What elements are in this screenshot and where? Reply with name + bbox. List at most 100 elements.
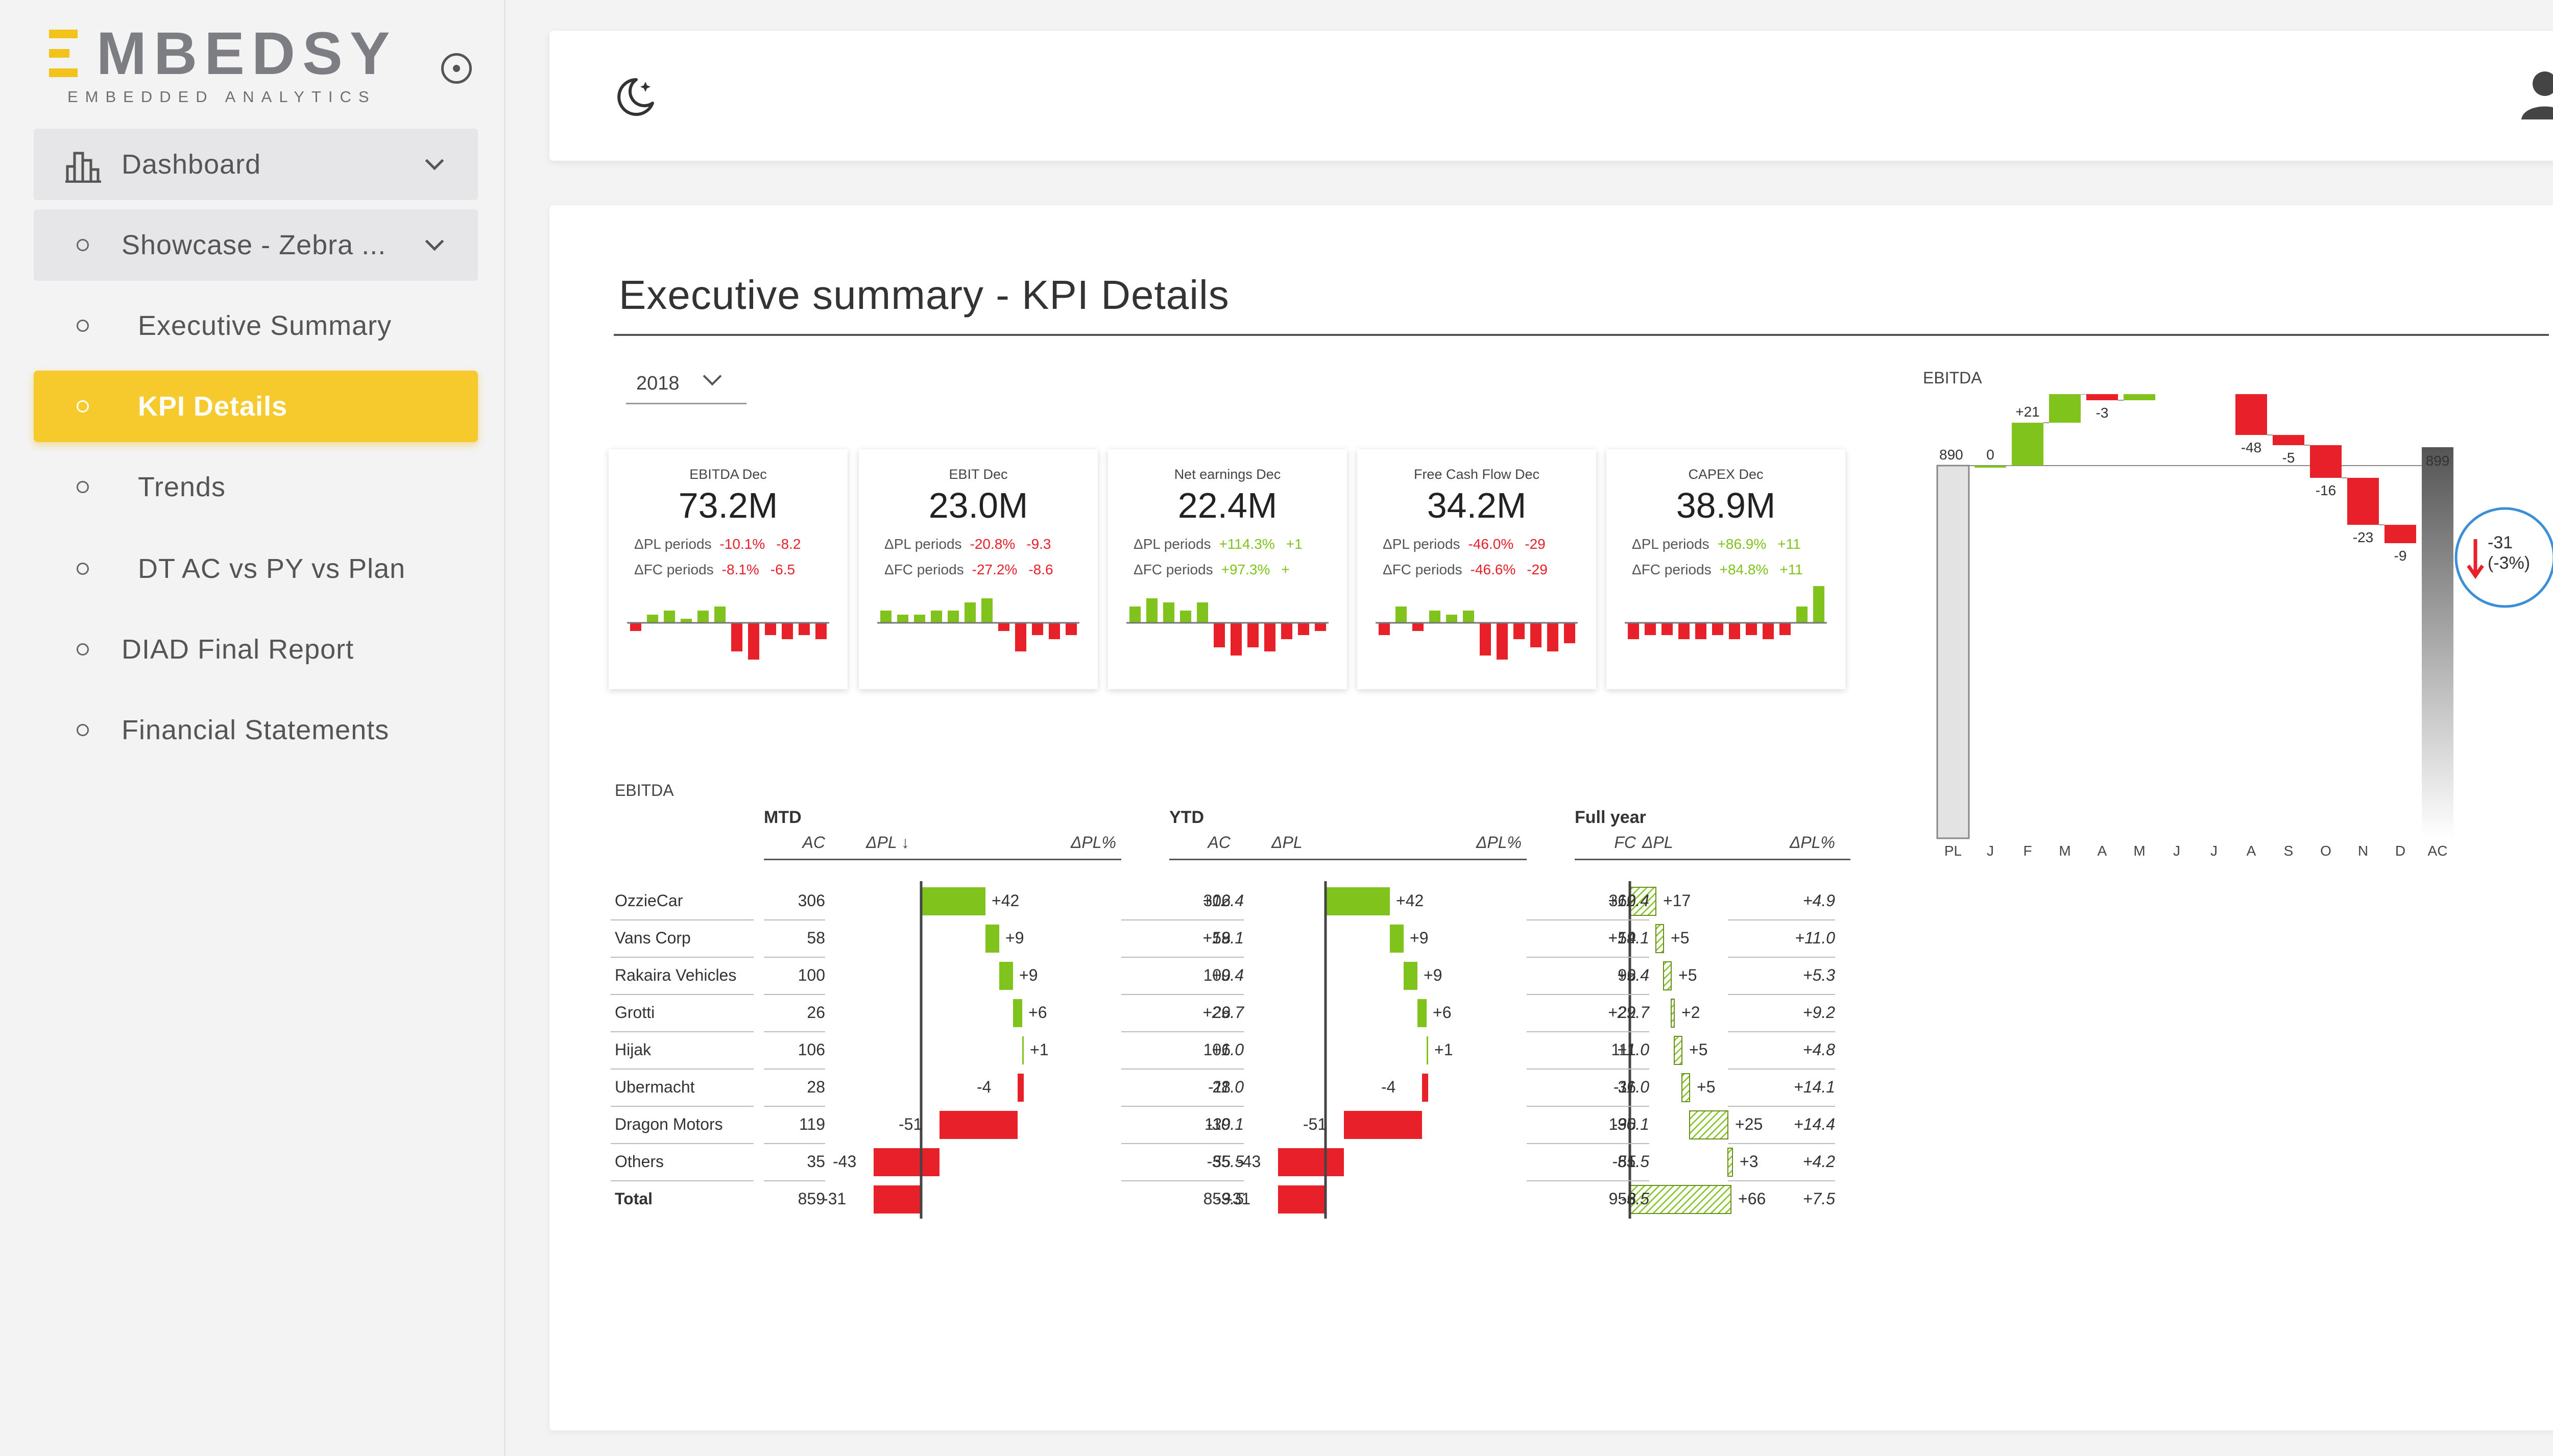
waterfall-axis-label: F [2023, 843, 2032, 859]
sidebar-item-trends[interactable]: Trends [34, 451, 478, 523]
ebitda-waterfall-title: EBITDA [1923, 369, 1982, 387]
mtd-delta-label: -43 [833, 1152, 857, 1171]
table-row-label: Vans Corp [615, 929, 691, 947]
fy-delta-label: +2 [1681, 1003, 1700, 1022]
kpi-sparkbar-chart [1126, 598, 1329, 656]
kpi-bar [948, 611, 959, 623]
row-rule [1169, 957, 1231, 958]
row-rule [1575, 1069, 1636, 1070]
row-rule [1728, 1106, 1835, 1107]
fy-delta-label: +66 [1738, 1190, 1766, 1208]
variance-bar [1022, 1036, 1024, 1064]
kpi-card[interactable]: EBITDA Dec 73.2M ΔPL periods -10.1% -8.2 ΔFC … [609, 449, 848, 689]
kpi-value: 73.2M [678, 486, 778, 525]
waterfall-bar [2273, 435, 2304, 445]
waterfall-bar [2124, 394, 2155, 400]
waterfall-axis-label: M [2133, 843, 2145, 859]
waterfall-axis-label: M [2059, 843, 2070, 859]
mtd-pct-cell: -3.5 [1215, 1190, 1244, 1208]
waterfall-axis-label: D [2395, 843, 2405, 859]
variance-annotation-circle [2454, 507, 2553, 608]
fy-fc-cell: 96 [1618, 966, 1636, 984]
row-rule [1575, 957, 1636, 958]
kpi-bar [782, 623, 793, 639]
waterfall-axis-label: N [2358, 843, 2368, 859]
waterfall-delta-label: -48 [2241, 440, 2261, 455]
sidebar-item-dashboard[interactable]: Dashboard [34, 129, 478, 200]
waterfall-delta-label: -23 [2353, 529, 2373, 545]
kpi-bar [1763, 623, 1774, 639]
kpi-bar [697, 611, 709, 623]
variance-bar [940, 1111, 1018, 1139]
kpi-card[interactable]: EBIT Dec 23.0M ΔPL periods -20.8% -9.3 ΔFC pe… [859, 449, 1098, 689]
ebitda-waterfall-chart: 0+21+14-3+19+24-12-48-5-16-23-9890899-31… [1936, 394, 2553, 859]
sidebar-item-dt-ac-vs-py-vs-plan[interactable]: DT AC vs PY vs Plan [34, 533, 478, 604]
sidebar-item-financial-statements[interactable]: Financial Statements [34, 694, 478, 766]
kpi-bar [1446, 615, 1457, 623]
chevron-down-icon [425, 151, 444, 171]
fy-delta-label: +5 [1678, 966, 1697, 984]
kpi-delta-label: ΔPL periods [1383, 536, 1460, 552]
kpi-card[interactable]: Free Cash Flow Dec 34.2M ΔPL periods -46.0%… [1357, 449, 1596, 689]
mtd-ac-cell: 35 [807, 1152, 825, 1171]
kpi-bar [714, 606, 726, 623]
waterfall-bar [2347, 478, 2379, 525]
kpi-value: 23.0M [928, 486, 1028, 525]
moon-icon[interactable] [612, 75, 658, 120]
row-rule [611, 1180, 754, 1181]
table-row-label: Grotti [615, 1003, 655, 1022]
ytd-ac-cell: 35 [1212, 1152, 1231, 1171]
kpi-delta-abs: -29 [1527, 562, 1548, 577]
ebitda-table-title: EBITDA [615, 781, 674, 799]
ytd-ac-cell: 100 [1203, 966, 1231, 984]
row-rule [611, 957, 754, 958]
kpi-card[interactable]: Net earnings Dec 22.4M ΔPL periods +114.3% +… [1108, 449, 1347, 689]
title-divider [614, 334, 2549, 336]
circle-icon [77, 724, 89, 736]
sidebar-item-diad-final-report[interactable]: DIAD Final Report [34, 614, 478, 685]
sidebar-toggle-icon[interactable] [441, 53, 472, 84]
waterfall-bar [2049, 394, 2081, 423]
table-row-label: Rakaira Vehicles [615, 966, 737, 984]
kpi-card[interactable]: CAPEX Dec 38.9M ΔPL periods +86.9% +11 ΔFC pe… [1606, 449, 1845, 689]
kpi-delta-pct: -46.6% [1470, 562, 1516, 577]
row-rule [764, 994, 825, 995]
kpi-bar [1678, 623, 1690, 639]
ytd-pct-cell: -3.5 [1621, 1190, 1649, 1208]
bar-chart-icon [65, 152, 101, 183]
waterfall-end-label: 899 [2426, 453, 2450, 469]
table-row-label: Hijak [615, 1040, 652, 1059]
waterfall-delta-label: 0 [1986, 447, 1994, 463]
mtd-pct-cell: +1.0 [1211, 1040, 1244, 1059]
ytd-ac-cell: 119 [1204, 1115, 1231, 1133]
user-icon[interactable] [2519, 66, 2553, 128]
kpi-bar [1628, 623, 1639, 639]
variance-bar [1278, 1185, 1326, 1214]
kpi-bar [1813, 586, 1824, 623]
year-dropdown[interactable]: 2018 [626, 358, 746, 404]
mtd-pct-cell: -11.0 [1208, 1078, 1244, 1096]
kpi-bar [1796, 606, 1808, 623]
kpi-bar [1247, 623, 1259, 647]
waterfall-axis-label: PL [1944, 843, 1962, 859]
sidebar-item-kpi-details[interactable]: KPI Details [34, 371, 478, 442]
mtd-ac-cell: 119 [799, 1115, 825, 1133]
kpi-bar [1530, 623, 1542, 647]
mtd-ac-cell: 28 [807, 1078, 825, 1096]
kpi-delta-abs: +11 [1779, 562, 1803, 577]
table-column-header: ΔPL [1271, 833, 1303, 852]
variance-bar [1727, 1148, 1733, 1177]
sidebar-item-executive-summary[interactable]: Executive Summary [34, 290, 478, 361]
mtd-delta-label: -4 [977, 1078, 992, 1096]
waterfall-axis-label: S [2284, 843, 2294, 859]
ytd-pct-cell: -11.0 [1613, 1078, 1649, 1096]
fy-delta-label: +3 [1740, 1152, 1759, 1171]
waterfall-delta-label: -16 [2316, 482, 2336, 498]
kpi-bar [1163, 602, 1174, 623]
mtd-delta-label: +9 [1005, 929, 1024, 947]
kpi-delta-pct: +114.3% [1219, 536, 1275, 552]
kpi-value: 38.9M [1676, 486, 1776, 525]
sidebar-item-showcase[interactable]: Showcase - Zebra ... [34, 209, 478, 281]
kpi-bar [1049, 623, 1060, 639]
brand-logo[interactable]: EMBEDSY EMBEDDED ANALYTICS [49, 23, 390, 110]
